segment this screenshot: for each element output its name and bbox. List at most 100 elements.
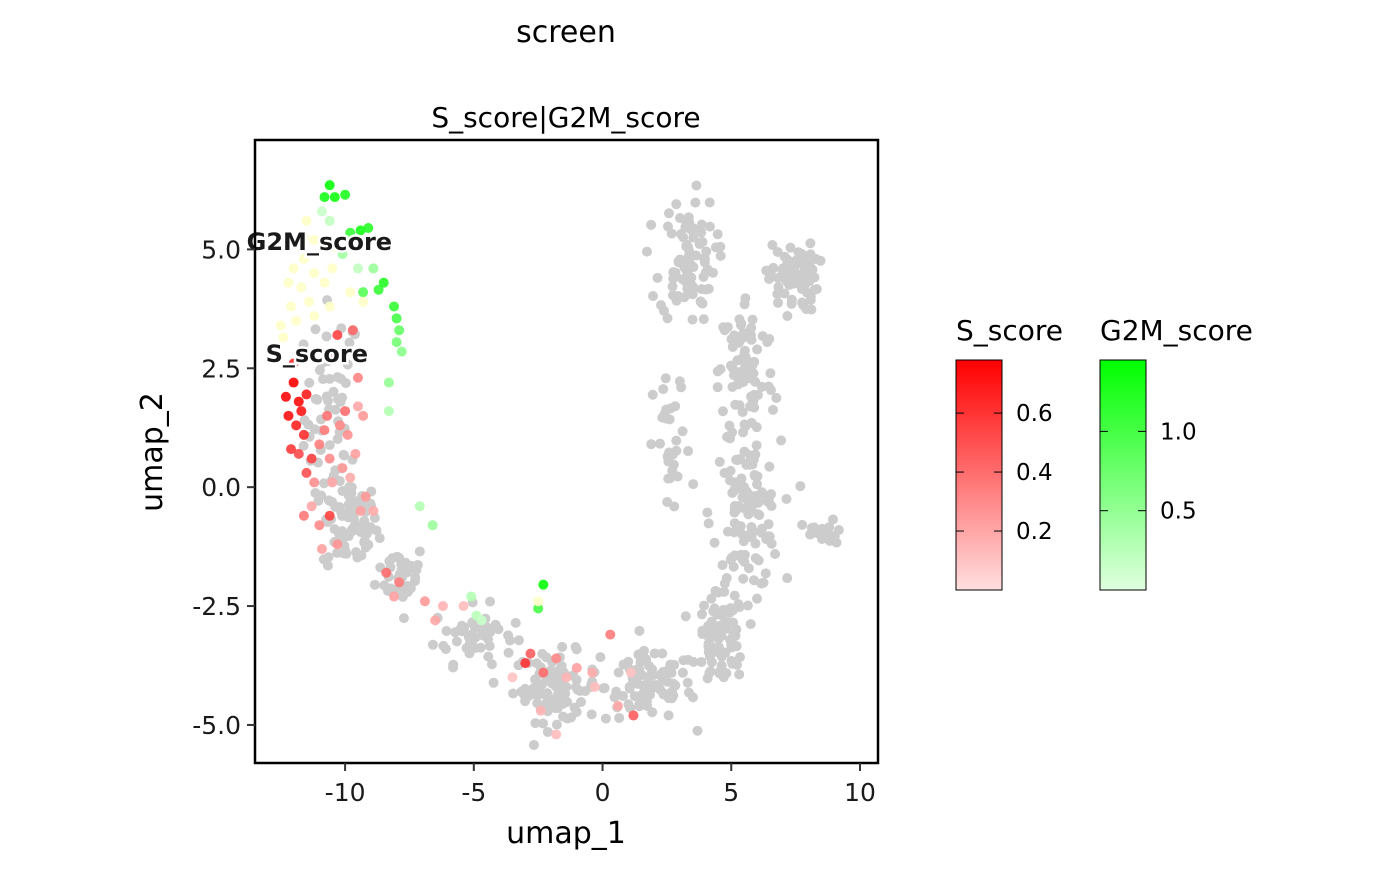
cell-point-s-score: [355, 505, 366, 516]
cell-point-s-score: [309, 477, 320, 488]
background-cell-point: [683, 212, 694, 223]
cell-point-g2m-score: [391, 313, 402, 324]
cell-point-s-score: [301, 389, 312, 400]
cell-point-g2m-score: [309, 234, 320, 245]
background-cell-point: [800, 276, 811, 287]
cell-point-g2m-score: [337, 249, 348, 260]
background-cell-point: [729, 590, 740, 601]
cell-point-g2m-score: [358, 287, 369, 298]
background-cell-point: [659, 671, 670, 682]
cell-point-g2m-score: [324, 215, 335, 226]
background-cell-point: [556, 660, 567, 671]
background-cell-point: [324, 373, 335, 384]
background-cell-point: [614, 712, 625, 723]
background-cell-point: [448, 662, 459, 673]
background-cell-point: [746, 334, 757, 345]
cell-point-s-score: [589, 681, 600, 692]
background-cell-point: [738, 328, 749, 339]
background-cell-point: [641, 696, 652, 707]
cell-point-g2m-score: [324, 301, 335, 312]
cell-point-s-score: [458, 601, 469, 612]
background-cell-point: [552, 673, 563, 684]
background-cell-point: [503, 647, 514, 658]
background-cell-point: [735, 453, 746, 464]
y-tick-label: 2.5: [201, 354, 241, 383]
background-cell-point: [667, 290, 678, 301]
background-cell-point: [682, 677, 693, 688]
background-cell-point: [538, 718, 549, 729]
background-cell-point: [663, 710, 674, 721]
cell-point-g2m-score: [340, 189, 351, 200]
cell-point-g2m-score: [358, 296, 369, 307]
legend-tick-label: 1.0: [1160, 419, 1197, 445]
background-cell-point: [486, 659, 497, 670]
background-cell-point: [729, 507, 740, 518]
background-cell-point: [663, 208, 674, 219]
background-cell-point: [671, 445, 682, 456]
cell-point-s-score: [538, 667, 549, 678]
cell-point-s-score: [612, 700, 623, 711]
background-cell-point: [337, 392, 348, 403]
background-cell-point: [717, 406, 728, 417]
background-cell-point: [441, 626, 452, 637]
cell-point-s-score: [314, 520, 325, 531]
background-cell-point: [766, 501, 777, 512]
cell-point-s-score: [368, 505, 379, 516]
page-title: screen: [516, 15, 616, 50]
background-cell-point: [690, 197, 701, 208]
cell-point-s-score: [345, 472, 356, 483]
cell-point-g2m-score: [355, 225, 366, 236]
background-cell-point: [374, 533, 385, 544]
background-cell-point: [715, 250, 726, 261]
background-cell-point: [734, 400, 745, 411]
background-cell-point: [683, 446, 694, 457]
cell-point-s-score: [430, 615, 441, 626]
legend-title-s-score: S_score: [956, 314, 1063, 347]
background-cell-point: [692, 725, 703, 736]
cell-point-s-score: [347, 325, 358, 336]
cell-point-s-score: [535, 705, 546, 716]
cell-point-g2m-score: [360, 239, 371, 250]
background-cell-point: [782, 277, 793, 288]
background-cell-point: [765, 368, 776, 379]
background-cell-point: [724, 433, 735, 444]
background-cell-point: [725, 360, 736, 371]
background-cell-point: [747, 399, 758, 410]
cell-point-g2m-score: [368, 263, 379, 274]
background-cell-point: [513, 635, 524, 646]
background-cell-point: [652, 272, 663, 283]
x-tick-label: 5: [723, 778, 739, 807]
background-cell-point: [746, 417, 757, 428]
background-cell-point: [712, 382, 723, 393]
background-cell-point: [658, 688, 669, 699]
background-cell-point: [703, 647, 714, 658]
cell-point-s-score: [319, 425, 330, 436]
cell-point-s-score: [587, 667, 598, 678]
cell-point-g2m-score: [363, 222, 374, 233]
background-cell-point: [398, 613, 409, 624]
cell-point-g2m-score: [329, 192, 340, 203]
background-cell-point: [781, 493, 792, 504]
background-cell-point: [747, 314, 758, 325]
background-cell-point: [351, 547, 362, 558]
background-cell-point: [708, 630, 719, 641]
background-cell-point: [716, 623, 727, 634]
legend-tick-label: 0.5: [1160, 499, 1197, 525]
background-cell-point: [735, 549, 746, 560]
cell-point-g2m-score: [538, 579, 549, 590]
background-cell-point: [547, 701, 558, 712]
background-cell-point: [752, 593, 763, 604]
background-cell-point: [348, 512, 359, 523]
background-cell-point: [738, 536, 749, 547]
background-cell-point: [369, 579, 380, 590]
cell-point-g2m-score: [301, 215, 312, 226]
background-cell-point: [667, 465, 678, 476]
background-cell-point: [395, 585, 406, 596]
background-cell-point: [341, 548, 352, 559]
background-cell-point: [318, 478, 329, 489]
background-cell-point: [623, 699, 634, 710]
cell-point-s-score: [360, 491, 371, 502]
background-cell-point: [704, 197, 715, 208]
cell-point-s-score: [314, 439, 325, 450]
